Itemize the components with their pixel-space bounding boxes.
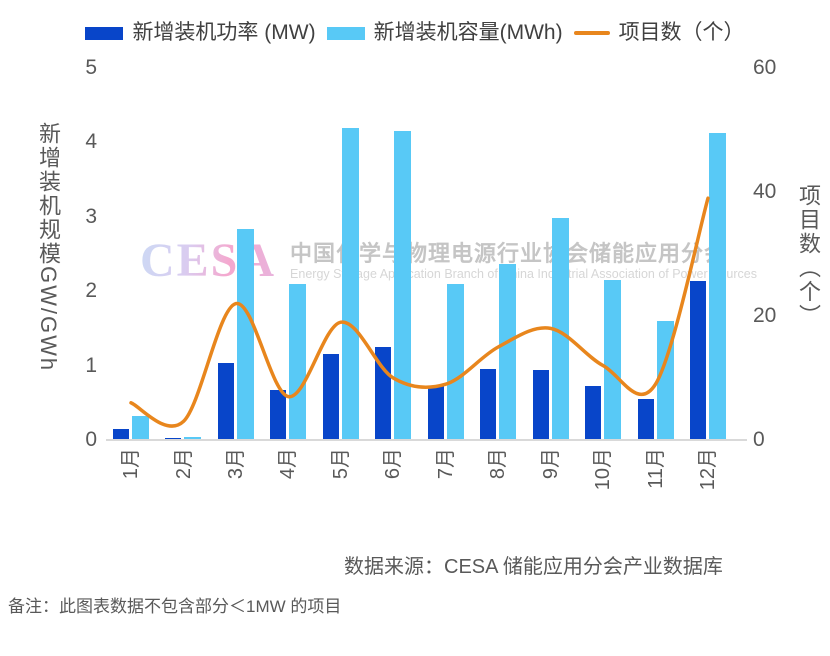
x-label-10月: 10月	[592, 448, 615, 491]
x-label-1月: 1月	[120, 448, 142, 480]
legend-item-capacity: 新增装机容量(MWh)	[326, 20, 563, 46]
x-axis-line	[106, 439, 747, 441]
left-tick-5: 5	[85, 56, 97, 79]
left-axis-title: 新增装机规模GW/GWh	[36, 122, 61, 373]
capacity-bar-swatch	[326, 26, 365, 40]
x-label-9月: 9月	[539, 448, 562, 480]
right-axis-ticks: 0 20 40 60	[753, 57, 823, 451]
watermark-cn-text: 中国化学与物理电源行业协会储能应用分会	[290, 241, 728, 266]
power-bar-swatch	[85, 26, 124, 40]
power-bar-8月	[480, 368, 497, 440]
x-label-5月: 5月	[329, 448, 352, 480]
legend-label-projects: 项目数（个）	[618, 21, 745, 44]
capacity-bar-6月	[394, 131, 412, 440]
left-tick-0: 0	[85, 428, 97, 451]
capacity-bar-9月	[551, 218, 569, 440]
legend-item-power: 新增装机功率 (MW)	[85, 20, 316, 46]
x-label-6月: 6月	[382, 448, 405, 480]
left-axis-ticks: 0 1 2 3 4 5	[0, 57, 100, 451]
legend: 新增装机功率 (MW) 新增装机容量(MWh) 项目数（个）	[0, 20, 830, 46]
x-label-12月: 12月	[697, 448, 719, 491]
capacity-bar-1月	[132, 416, 149, 440]
projects-line	[129, 196, 710, 428]
legend-label-capacity: 新增装机容量(MWh)	[373, 21, 563, 44]
legend-item-projects: 项目数（个）	[573, 20, 745, 46]
right-axis-title: 项目数（个）	[796, 184, 821, 328]
x-label-4月: 4月	[277, 448, 300, 480]
x-label-2月: 2月	[172, 448, 195, 480]
power-bar-5月	[322, 354, 339, 440]
footnote-text: 备注：此图表数据不包含部分＜1MW 的项目	[8, 597, 342, 616]
plot-area	[110, 68, 740, 440]
capacity-bar-2月	[184, 437, 202, 440]
power-bar-9月	[532, 370, 549, 440]
right-tick-60: 60	[753, 56, 777, 79]
power-bar-2月	[165, 437, 182, 440]
capacity-bar-12月	[708, 132, 726, 440]
left-tick-2: 2	[85, 279, 97, 303]
x-label-8月: 8月	[487, 448, 510, 480]
power-bar-1月	[113, 428, 129, 440]
power-bar-11月	[637, 399, 654, 440]
legend-label-power: 新增装机功率 (MW)	[132, 21, 316, 44]
x-label-7月: 7月	[434, 448, 457, 480]
x-label-11月: 11月	[644, 448, 667, 489]
capacity-bar-3月	[236, 229, 254, 440]
capacity-bar-8月	[499, 263, 517, 440]
right-tick-20: 20	[753, 304, 777, 327]
left-tick-3: 3	[85, 204, 97, 228]
capacity-bar-5月	[341, 127, 359, 440]
data-source-text: 数据来源：CESA 储能应用分会产业数据库	[344, 556, 723, 578]
capacity-bar-10月	[604, 280, 622, 440]
x-label-3月: 3月	[224, 448, 247, 480]
capacity-bar-7月	[446, 283, 464, 440]
power-bar-7月	[427, 385, 444, 440]
projects-line-swatch	[573, 31, 610, 35]
left-tick-1: 1	[85, 353, 97, 377]
power-bar-10月	[585, 386, 602, 440]
left-tick-4: 4	[85, 130, 97, 154]
capacity-bar-4月	[289, 283, 307, 440]
power-bar-4月	[270, 390, 287, 440]
power-bar-12月	[689, 280, 706, 440]
right-tick-40: 40	[753, 180, 777, 203]
right-tick-0: 0	[753, 428, 765, 451]
power-bar-3月	[217, 363, 234, 440]
x-axis-labels: 1月 2月 3月 4月 5月 6月 7月 8月 9月 10月 11月 12月	[110, 448, 740, 508]
